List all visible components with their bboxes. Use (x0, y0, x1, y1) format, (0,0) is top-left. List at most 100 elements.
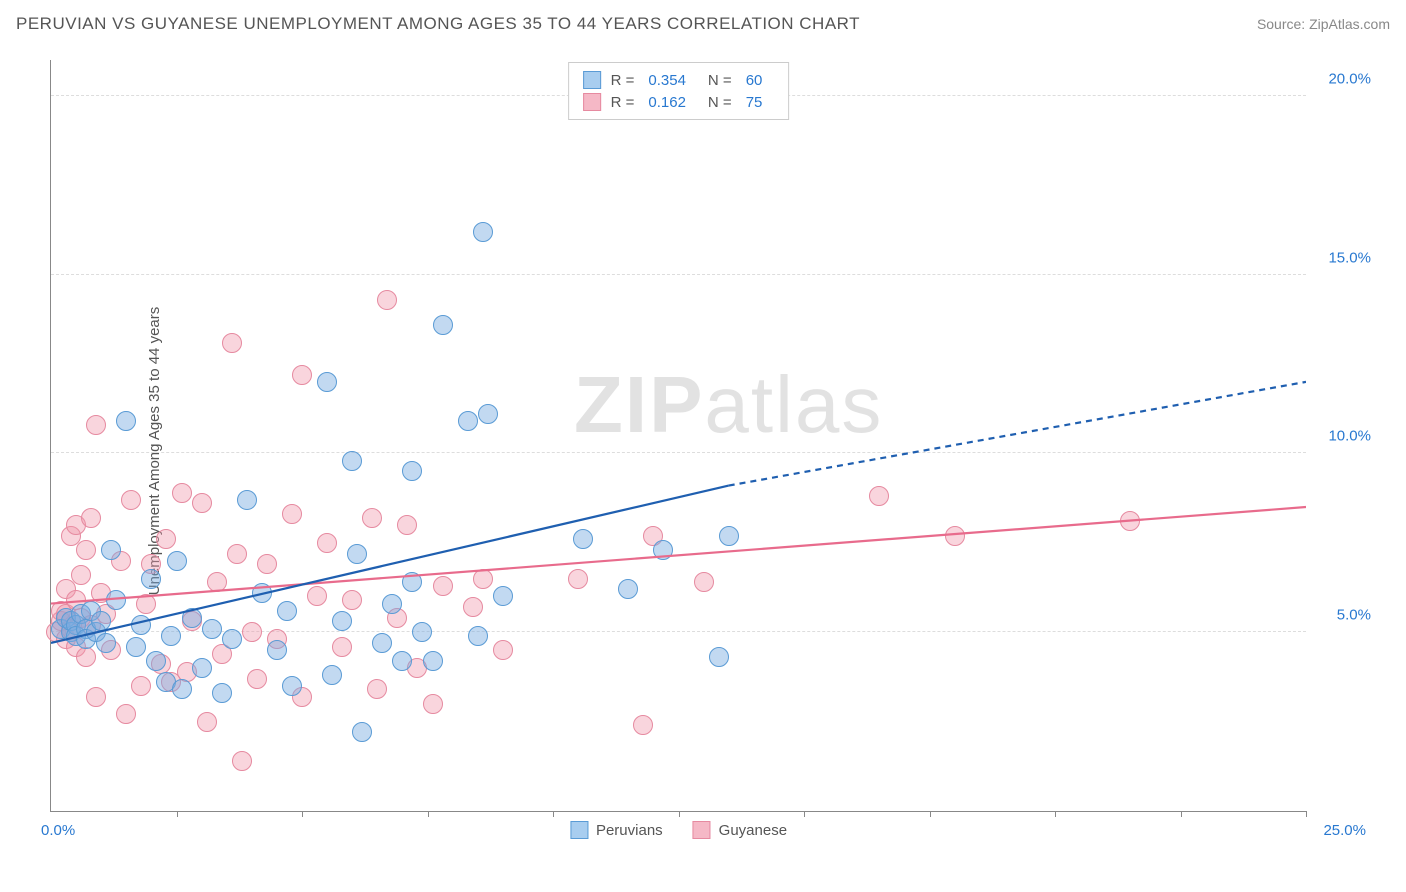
x-tick (930, 811, 931, 817)
peruvians-point (146, 651, 166, 671)
guyanese-point (317, 533, 337, 553)
peruvians-point (172, 679, 192, 699)
guyanese-point (197, 712, 217, 732)
peruvians-point (473, 222, 493, 242)
guyanese-point (307, 586, 327, 606)
guyanese-point (377, 290, 397, 310)
legend-item-peruvians: Peruvians (570, 821, 663, 839)
guyanese-point (362, 508, 382, 528)
x-tick (1181, 811, 1182, 817)
peruvians-point (433, 315, 453, 335)
peruvians-point (458, 411, 478, 431)
peruvians-point (237, 490, 257, 510)
chart-title: PERUVIAN VS GUYANESE UNEMPLOYMENT AMONG … (16, 14, 860, 34)
peruvians-point (573, 529, 593, 549)
r-value-guyanese: 0.162 (648, 94, 686, 111)
x-tick (428, 811, 429, 817)
x-axis-min-label: 0.0% (41, 822, 75, 839)
guyanese-point (493, 640, 513, 660)
peruvians-point (91, 611, 111, 631)
x-tick (177, 811, 178, 817)
guyanese-point (257, 554, 277, 574)
peruvians-point (468, 626, 488, 646)
guyanese-point (342, 590, 362, 610)
guyanese-point (121, 490, 141, 510)
guyanese-point (694, 572, 714, 592)
x-tick (1055, 811, 1056, 817)
guyanese-point (242, 622, 262, 642)
guyanese-point (116, 704, 136, 724)
peruvians-point (317, 372, 337, 392)
peruvians-point (402, 461, 422, 481)
peruvians-point (493, 586, 513, 606)
guyanese-point (423, 694, 443, 714)
peruvians-point (101, 540, 121, 560)
series-legend: Peruvians Guyanese (570, 821, 787, 839)
peruvians-point (709, 647, 729, 667)
peruvians-point (347, 544, 367, 564)
peruvians-point (131, 615, 151, 635)
watermark: ZIPatlas (574, 359, 883, 451)
guyanese-point (433, 576, 453, 596)
r-label: R = (611, 94, 635, 111)
guyanese-point (282, 504, 302, 524)
guyanese-point (367, 679, 387, 699)
guyanese-point (473, 569, 493, 589)
chart-source: Source: ZipAtlas.com (1257, 16, 1390, 32)
peruvians-point (282, 676, 302, 696)
y-tick-label: 5.0% (1337, 607, 1371, 624)
watermark-bold: ZIP (574, 360, 704, 449)
guyanese-point (945, 526, 965, 546)
guyanese-point (192, 493, 212, 513)
chart-header: PERUVIAN VS GUYANESE UNEMPLOYMENT AMONG … (16, 14, 1390, 34)
guyanese-point (86, 687, 106, 707)
x-tick (804, 811, 805, 817)
x-tick (1306, 811, 1307, 817)
legend-label-guyanese: Guyanese (719, 822, 787, 839)
peruvians-point (277, 601, 297, 621)
x-tick (302, 811, 303, 817)
peruvians-point (116, 411, 136, 431)
peruvians-point (618, 579, 638, 599)
guyanese-point (71, 565, 91, 585)
guyanese-point (247, 669, 267, 689)
peruvians-point (412, 622, 432, 642)
guyanese-point (397, 515, 417, 535)
r-label: R = (611, 72, 635, 89)
peruvians-point (192, 658, 212, 678)
guyanese-point (227, 544, 247, 564)
peruvians-point (392, 651, 412, 671)
x-axis-max-label: 25.0% (1323, 822, 1366, 839)
legend-item-guyanese: Guyanese (693, 821, 787, 839)
peruvians-point (96, 633, 116, 653)
peruvians-point (161, 626, 181, 646)
n-label: N = (708, 94, 732, 111)
legend-row-peruvians: R = 0.354 N = 60 (583, 69, 775, 91)
peruvians-point (402, 572, 422, 592)
guyanese-point (869, 486, 889, 506)
guyanese-point (131, 676, 151, 696)
scatter-plot: ZIPatlas R = 0.354 N = 60 R = 0.162 N = … (50, 60, 1306, 812)
watermark-light: atlas (704, 360, 883, 449)
guyanese-point (568, 569, 588, 589)
peruvians-point (182, 608, 202, 628)
guyanese-point (156, 529, 176, 549)
x-tick (553, 811, 554, 817)
peruvians-point (202, 619, 222, 639)
peruvians-point (719, 526, 739, 546)
guyanese-point (136, 594, 156, 614)
swatch-guyanese-icon (693, 821, 711, 839)
guyanese-point (172, 483, 192, 503)
swatch-peruvians-icon (570, 821, 588, 839)
peruvians-point (252, 583, 272, 603)
y-tick-label: 20.0% (1328, 70, 1371, 87)
peruvians-point (423, 651, 443, 671)
peruvians-point (126, 637, 146, 657)
x-tick (679, 811, 680, 817)
guyanese-point (86, 415, 106, 435)
swatch-guyanese (583, 93, 601, 111)
chart-area: Unemployment Among Ages 35 to 44 years Z… (50, 60, 1376, 842)
peruvians-point (653, 540, 673, 560)
guyanese-point (1120, 511, 1140, 531)
grid-line (51, 274, 1306, 275)
